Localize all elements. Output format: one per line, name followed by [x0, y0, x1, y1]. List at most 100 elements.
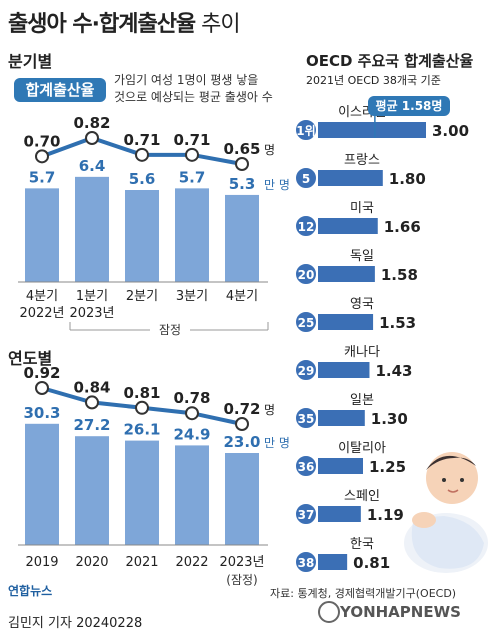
oecd-value-label: 1.66 — [384, 218, 421, 236]
page-title: 출생아 수·합계출산율 추이 — [8, 6, 241, 38]
line-value-label: 0.82 — [73, 114, 110, 132]
bar — [175, 188, 209, 282]
rank-label: 35 — [298, 412, 315, 426]
line-value-label: 0.81 — [123, 384, 160, 402]
rank-badge — [294, 406, 318, 430]
oecd-bar — [318, 506, 361, 522]
source-note: 자료: 통계청, 경제협력개발기구(OECD) — [270, 587, 457, 600]
country-label: 한국 — [350, 537, 374, 552]
line-value-label: 0.70 — [23, 132, 60, 150]
line-value-label: 0.71 — [123, 131, 160, 149]
watermark: YONHAPNEWS — [340, 603, 461, 621]
byline: 김민지 기자 20240228 — [8, 616, 143, 631]
oecd-bar — [318, 170, 383, 186]
oecd-subtitle: 2021년 OECD 38개국 기준 — [306, 74, 441, 87]
line-point — [85, 395, 99, 410]
x-tick-label: 2020 — [75, 555, 108, 570]
annual-heading: 연도별 — [8, 349, 53, 368]
x-tick-label: 1분기 — [76, 289, 108, 304]
rank-badge — [294, 166, 318, 190]
oecd-bar — [318, 122, 426, 138]
oecd-title: OECD 주요국 합계출산율 — [306, 52, 474, 70]
bar-value-label: 26.1 — [123, 421, 160, 439]
bar — [175, 445, 209, 545]
bar-value-label: 5.7 — [179, 168, 206, 186]
bar-value-label: 5.3 — [229, 175, 256, 193]
rank-label: 1위 — [296, 124, 315, 138]
line-point — [35, 381, 49, 395]
rank-label: 25 — [298, 316, 315, 330]
bar-value-label: 5.6 — [129, 170, 156, 188]
oecd-bar — [318, 458, 363, 474]
oecd-value-label: 1.58 — [381, 266, 418, 284]
quarterly-heading: 분기별 — [8, 52, 53, 71]
line-value-label: 0.84 — [73, 378, 110, 396]
bar-unit-label: 만 명 — [264, 178, 290, 192]
oecd-average-value: 1.58명 — [401, 99, 443, 113]
line-point — [135, 400, 149, 415]
line-value-label: 0.71 — [173, 131, 210, 149]
oecd-bar — [318, 266, 375, 282]
bar — [225, 453, 259, 545]
x-tick-label: 2023년 — [69, 306, 114, 321]
provisional-label: 잠정 — [159, 323, 181, 337]
x-tick-label: 4분기 — [226, 289, 258, 304]
line-point — [185, 406, 199, 421]
rank-label: 37 — [298, 508, 315, 522]
rank-badge — [294, 262, 318, 286]
oecd-value-label: 1.53 — [379, 314, 416, 332]
oecd-average-prefix: 평균 — [375, 99, 402, 113]
line-value-label: 0.65 — [223, 140, 260, 158]
provisional-label: (잠정) — [226, 573, 257, 587]
x-tick-label: 3분기 — [176, 289, 208, 304]
country-label: 캐나다 — [344, 345, 380, 360]
country-label: 독일 — [350, 249, 374, 264]
oecd-bar — [318, 554, 348, 570]
line-point — [135, 147, 149, 162]
oecd-value-label: 1.30 — [371, 410, 408, 428]
bar — [25, 188, 59, 282]
oecd-value-label: 1.80 — [389, 170, 426, 188]
oecd-bar — [318, 410, 365, 426]
x-tick-label: 2023년 — [219, 555, 264, 570]
oecd-value-label: 1.19 — [367, 506, 404, 524]
line-point — [235, 157, 249, 171]
oecd-bar — [318, 362, 370, 378]
country-label: 미국 — [350, 201, 374, 216]
x-tick-label: 4분기 — [26, 289, 58, 304]
bar-value-label: 30.3 — [23, 404, 60, 422]
fertility-rate-badge: 합계출산율 — [14, 78, 106, 102]
baby-illustration — [404, 452, 488, 573]
rank-badge — [294, 454, 318, 478]
country-label: 이탈리아 — [338, 441, 386, 456]
provisional-label-bg — [150, 322, 190, 338]
oecd-average-badge: 평균 1.58명 — [368, 96, 450, 116]
bar-value-label: 24.9 — [173, 425, 210, 443]
oecd-bar — [318, 218, 378, 234]
rank-label: 36 — [298, 460, 315, 474]
rank-badge — [294, 358, 318, 382]
rank-label: 12 — [298, 220, 315, 234]
x-tick-label: 2분기 — [126, 289, 158, 304]
rank-badge — [294, 550, 318, 574]
line-point — [85, 131, 99, 145]
bar — [25, 423, 59, 545]
x-tick-label: 2022 — [175, 555, 208, 570]
line-point — [235, 417, 249, 431]
x-tick-label: 2021 — [125, 555, 158, 570]
line-value-label: 0.72 — [223, 400, 260, 418]
bar — [75, 436, 109, 545]
bar — [75, 176, 109, 282]
title-sub: 추이 — [195, 12, 241, 37]
definition-note-line1: 가임기 여성 1명이 평생 낳을 — [114, 73, 259, 87]
rank-badge — [294, 118, 318, 142]
oecd-value-label: 1.43 — [375, 362, 412, 380]
line-value-label: 0.78 — [173, 389, 210, 407]
bar — [125, 440, 159, 545]
line-unit-label: 명 — [264, 403, 275, 417]
line-value-label: 0.92 — [23, 364, 60, 382]
rank-label: 29 — [298, 364, 315, 378]
oecd-value-label: 0.81 — [353, 554, 390, 572]
country-label: 프랑스 — [344, 153, 380, 168]
